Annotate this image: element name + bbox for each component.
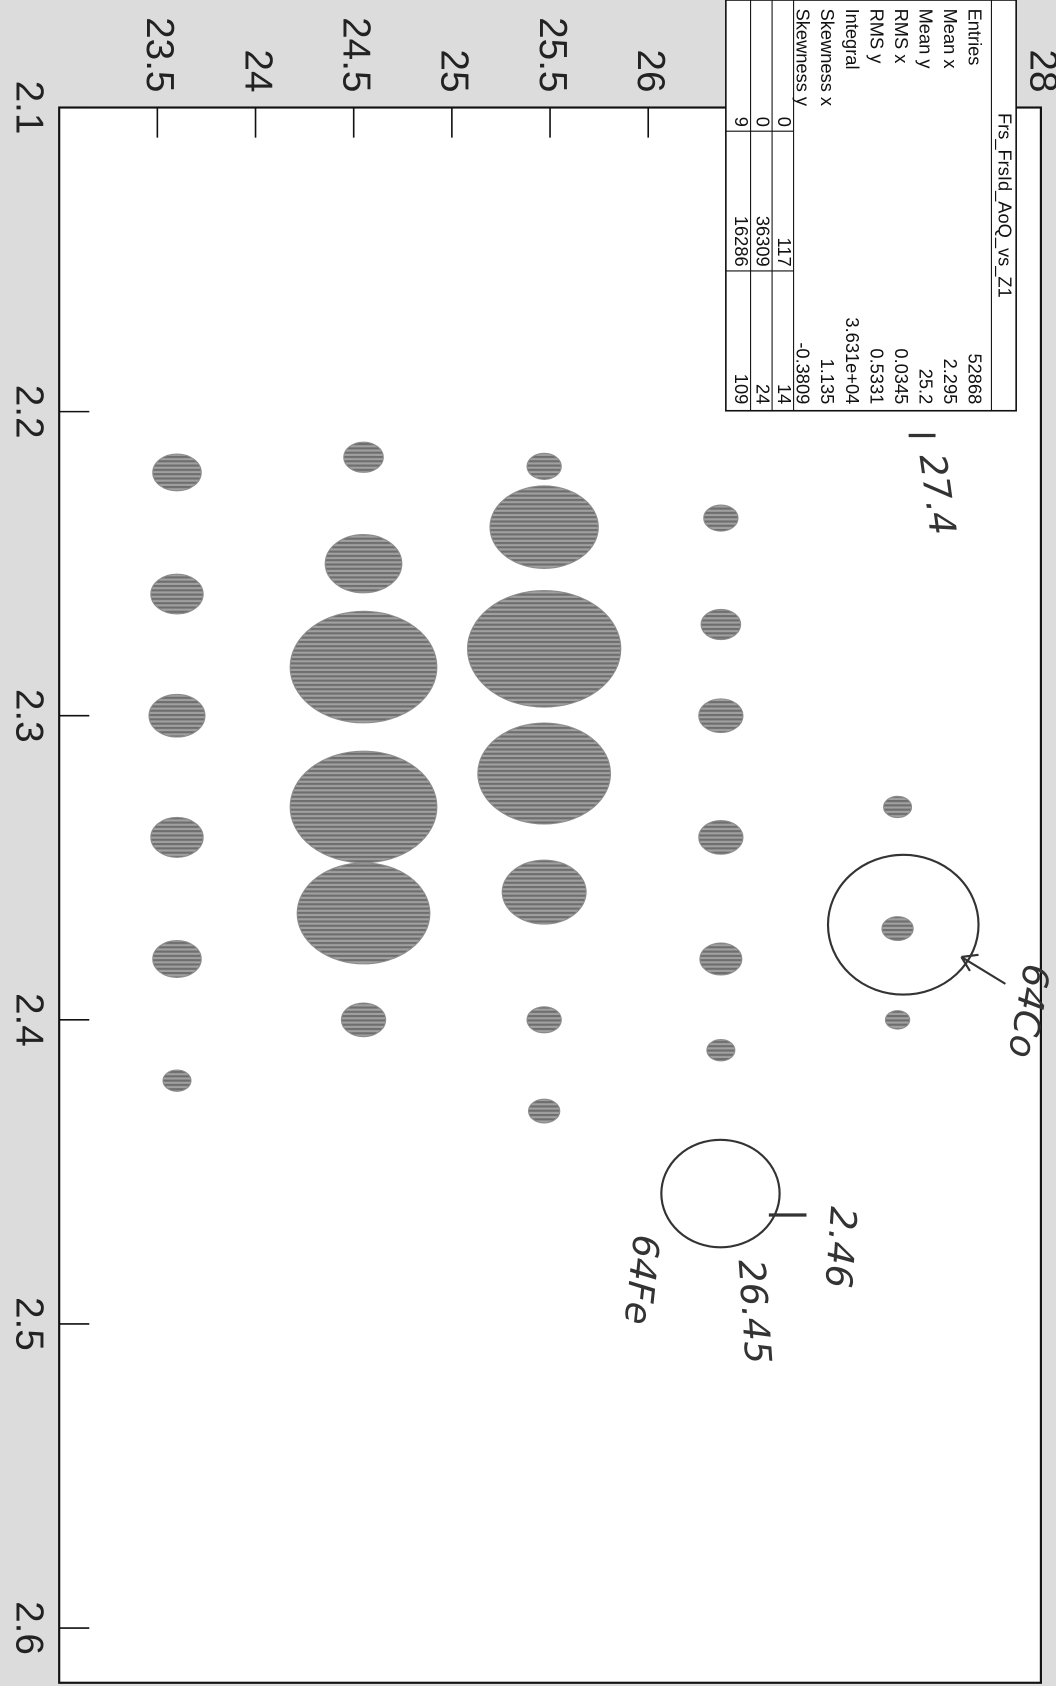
annotation-circle — [826, 853, 980, 996]
stat-label: Entries — [964, 9, 985, 66]
x-tick-label: 2.4 — [8, 993, 51, 1047]
x-tick-label: 2.3 — [8, 689, 51, 743]
cluster — [706, 1039, 736, 1062]
cluster — [526, 452, 562, 480]
cluster — [148, 693, 206, 738]
x-tick-label: 2.2 — [8, 385, 51, 439]
cluster — [289, 610, 438, 724]
y-tick-label: 28 — [1022, 49, 1056, 92]
x-tick-label: 2.6 — [8, 1601, 51, 1655]
cluster — [477, 722, 612, 825]
stat-cell: 36309 — [753, 216, 774, 267]
stat-label: Mean x — [940, 9, 961, 69]
cluster — [698, 698, 744, 734]
cluster — [884, 1010, 911, 1030]
cluster — [699, 942, 743, 976]
cluster — [489, 485, 599, 569]
stat-value: 52868 — [964, 353, 985, 404]
cluster — [698, 820, 744, 855]
stat-cell: 16286 — [731, 216, 752, 267]
annotation-arrow — [960, 953, 1006, 985]
cluster — [466, 589, 622, 708]
stat-value: -0.3809 — [793, 342, 814, 404]
stat-value: 0.5331 — [866, 348, 887, 404]
stat-label: Skewness y — [793, 9, 814, 107]
cluster — [700, 608, 742, 641]
cluster — [881, 916, 914, 942]
stat-cell: 0 — [753, 117, 774, 127]
cluster — [703, 504, 739, 532]
y-tick-label: 24 — [236, 49, 279, 92]
cluster — [340, 1002, 387, 1038]
stat-cell: 109 — [731, 374, 752, 404]
stat-label: RMS y — [866, 9, 887, 65]
cluster — [150, 573, 204, 615]
stat-cell: 9 — [731, 117, 752, 127]
chart-title: Frs_FrsId_AoQ_vs_Z1 — [993, 113, 1015, 298]
stat-value: 25.2 — [915, 369, 936, 405]
cluster — [152, 940, 202, 978]
x-tick-label: 2.5 — [8, 1297, 51, 1351]
y-tick-label: 25.5 — [531, 17, 574, 92]
annotation: 2.46 — [816, 1205, 865, 1289]
cluster — [162, 1069, 192, 1092]
annotation: 64Fe — [616, 1233, 668, 1327]
y-tick-label: 24.5 — [334, 17, 377, 92]
stat-cell: 117 — [774, 238, 795, 267]
marks — [148, 441, 914, 1124]
cluster — [343, 441, 384, 473]
cluster — [526, 1006, 562, 1034]
cluster — [324, 533, 403, 594]
cluster — [289, 750, 438, 864]
cluster — [150, 816, 204, 858]
y-tick-label: 26 — [629, 49, 672, 92]
stat-cell: 0 — [774, 117, 795, 127]
x-tick-label: 2.1 — [8, 81, 51, 135]
stat-value: 1.135 — [817, 359, 838, 405]
cluster — [501, 859, 587, 925]
cluster — [296, 862, 431, 965]
stat-label: RMS x — [891, 9, 912, 64]
cluster — [152, 453, 202, 492]
stat-value: 0.0345 — [891, 348, 912, 404]
y-tick-label: 25 — [433, 49, 476, 92]
rotated-canvas: Frs_FrsId_AoQ_vs_Z1 2.1 2.2 2.3 2.4 2.5 2.6 23… — [8, 0, 1056, 1684]
annotation: 26.45 — [730, 1258, 780, 1365]
stats-box — [725, 0, 1017, 412]
stat-label: Mean y — [915, 9, 936, 70]
stat-label: Integral — [842, 9, 863, 70]
y-tick-label: 23.5 — [138, 17, 181, 92]
annotation-circle — [660, 1138, 781, 1249]
cluster — [527, 1098, 561, 1124]
cluster — [883, 795, 913, 819]
stat-cell: 14 — [774, 384, 795, 404]
stat-value: 3.631e+04 — [842, 317, 863, 404]
stat-cell: 24 — [753, 384, 774, 404]
stat-label: Skewness x — [817, 9, 838, 106]
stat-value: 2.295 — [940, 359, 961, 405]
